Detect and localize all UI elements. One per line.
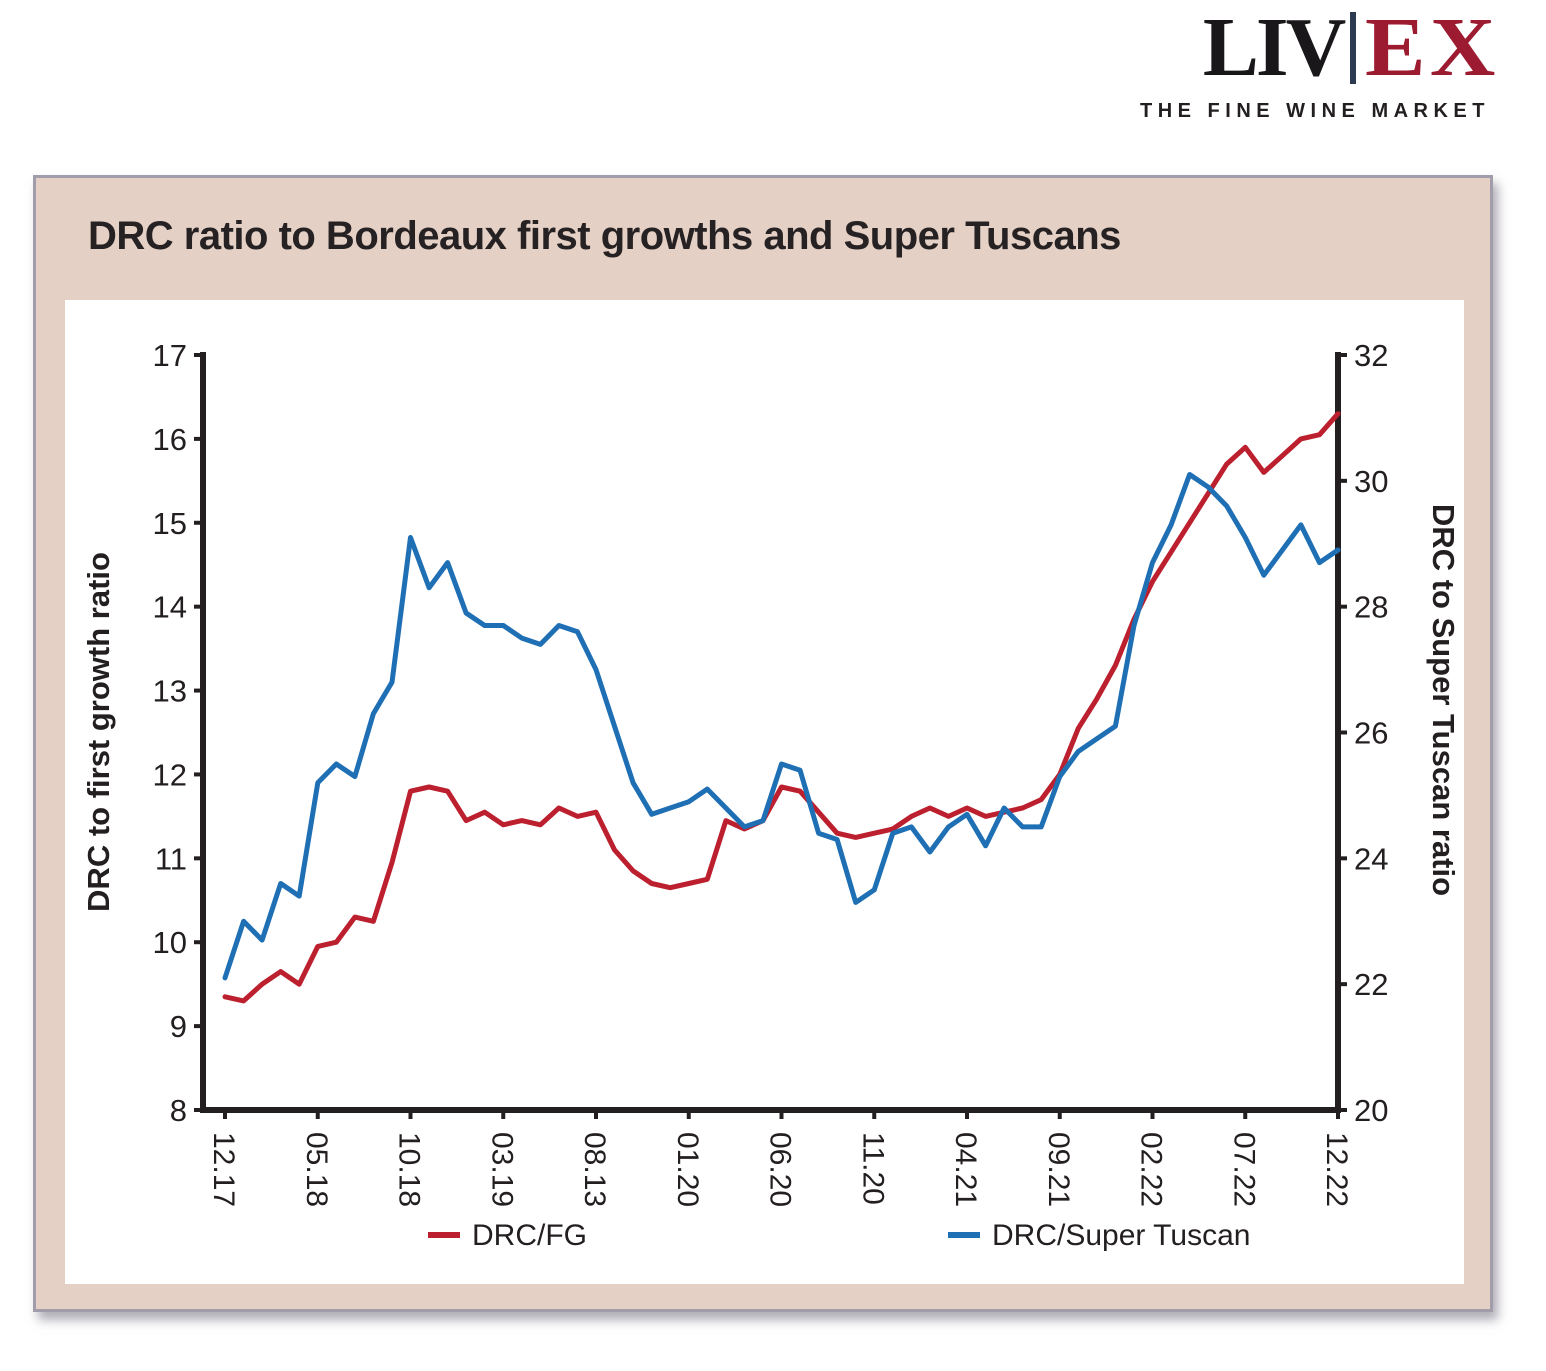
left-tick-label: 13 xyxy=(153,674,187,709)
x-tick-label: 06.20 xyxy=(764,1132,797,1207)
x-tick-label: 05.18 xyxy=(300,1132,333,1207)
right-tick-label: 28 xyxy=(1354,590,1388,625)
right-tick-label: 30 xyxy=(1354,464,1388,499)
x-tick-label: 11.20 xyxy=(856,1132,889,1205)
right-tick-label: 24 xyxy=(1354,841,1388,876)
logo-tagline: THE FINE WINE MARKET xyxy=(1140,100,1490,122)
left-tick-label: 12 xyxy=(153,757,187,792)
chart-svg: 8 9 10 11 12 13 14 15 16 17 20 22 24 26 28 30 32 12.17 05.… xyxy=(81,338,1461,1252)
x-tick-label: 02.22 xyxy=(1135,1132,1168,1207)
chart-panel: DRC ratio to Bordeaux first growths and … xyxy=(33,175,1493,1312)
x-tick-label: 12.22 xyxy=(1320,1132,1353,1207)
x-axis-ticks: 12.17 05.18 10.18 03.19 08.13 01.20 06.20 11.20… xyxy=(207,1110,1353,1207)
chart-title: DRC ratio to Bordeaux first growths and … xyxy=(88,214,1121,258)
x-tick-label: 12.17 xyxy=(207,1132,240,1207)
series-line-drc-fg xyxy=(222,411,1341,1004)
livex-logo-wordmark: LIV EX xyxy=(1140,1,1496,94)
left-tick-label: 8 xyxy=(170,1093,187,1128)
x-tick-label: 03.19 xyxy=(485,1132,518,1207)
series-line-drc-super-tuscan xyxy=(222,472,1341,981)
legend-label: DRC/Super Tuscan xyxy=(992,1219,1250,1252)
x-tick-label: 07.22 xyxy=(1227,1132,1260,1207)
chart-plot-card: 8 9 10 11 12 13 14 15 16 17 20 22 24 26 28 30 32 12.17 05.… xyxy=(65,300,1464,1284)
x-tick-label: 09.21 xyxy=(1042,1132,1075,1207)
logo-liv-text: LIV xyxy=(1202,1,1346,94)
livex-logo: LIV EX THE FINE WINE MARKET xyxy=(1140,1,1496,123)
logo-divider-bar xyxy=(1350,12,1357,84)
right-tick-label: 26 xyxy=(1354,716,1388,751)
x-tick-label: 01.20 xyxy=(671,1132,704,1207)
left-tick-label: 14 xyxy=(153,590,187,625)
axes xyxy=(200,352,1341,1113)
left-axis-title: DRC to first growth ratio xyxy=(81,552,116,912)
x-tick-label: 08.13 xyxy=(578,1132,611,1207)
right-axis-title: DRC to Super Tuscan ratio xyxy=(1426,504,1461,896)
legend-label: DRC/FG xyxy=(472,1219,587,1252)
left-tick-label: 17 xyxy=(153,338,187,373)
logo-ex-text: EX xyxy=(1365,1,1500,94)
right-axis-ticks: 20 22 24 26 28 30 32 xyxy=(1338,338,1388,1128)
right-tick-label: 22 xyxy=(1354,967,1388,1002)
left-tick-label: 11 xyxy=(155,841,187,876)
chart-legend: DRC/FG DRC/Super Tuscan xyxy=(428,1219,1250,1252)
x-tick-label: 04.21 xyxy=(949,1132,982,1207)
left-tick-label: 9 xyxy=(170,1009,187,1044)
left-tick-label: 15 xyxy=(153,506,187,541)
left-tick-label: 10 xyxy=(153,925,187,960)
left-tick-label: 16 xyxy=(153,422,187,457)
right-tick-label: 20 xyxy=(1354,1093,1388,1128)
right-tick-label: 32 xyxy=(1354,338,1388,373)
left-axis-ticks: 8 9 10 11 12 13 14 15 16 17 xyxy=(153,338,203,1128)
x-tick-label: 10.18 xyxy=(393,1132,426,1207)
